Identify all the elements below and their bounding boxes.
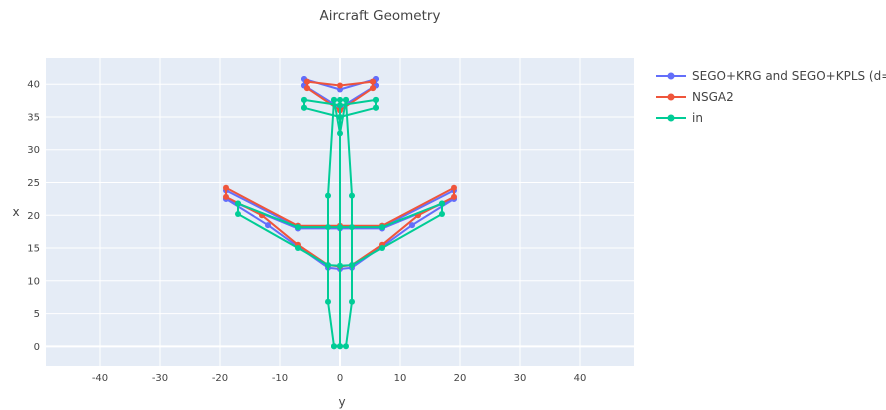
- y-tick-label: 0: [34, 342, 40, 353]
- data-point: [370, 78, 376, 85]
- data-point: [304, 85, 310, 92]
- y-axis-title: x: [12, 205, 19, 219]
- legend-item[interactable]: NSGA2: [656, 90, 734, 104]
- legend-label: NSGA2: [692, 90, 734, 104]
- data-point: [337, 262, 343, 269]
- data-point: [301, 104, 307, 111]
- data-point: [337, 114, 343, 120]
- data-point: [343, 96, 349, 103]
- data-point: [337, 224, 343, 231]
- data-point: [325, 262, 331, 269]
- legend[interactable]: SEGO+KRG and SEGO+KPLS (d=4) NSGA2 in: [656, 69, 886, 125]
- x-tick-label: -20: [212, 373, 228, 384]
- data-traces: [223, 76, 457, 350]
- y-tick-label: 25: [27, 178, 40, 189]
- data-point: [343, 343, 349, 350]
- data-point: [331, 96, 337, 103]
- x-axis-title: y: [338, 395, 345, 409]
- data-point: [451, 193, 457, 200]
- data-point: [337, 343, 343, 350]
- data-point: [235, 200, 241, 207]
- data-point: [337, 102, 343, 109]
- y-tick-label: 20: [27, 211, 40, 222]
- data-point: [325, 298, 331, 305]
- data-point: [409, 222, 415, 229]
- data-point: [370, 85, 376, 92]
- y-tick-label: 5: [34, 309, 40, 320]
- legend-label: in: [692, 111, 703, 125]
- x-axis-ticks: -40 -30 -20 -10 0 10 20 30 40: [92, 373, 587, 384]
- legend-marker: [667, 93, 675, 101]
- y-tick-label: 40: [27, 80, 40, 91]
- y-tick-label: 15: [27, 244, 40, 255]
- legend-label: SEGO+KRG and SEGO+KPLS (d=4): [692, 69, 886, 83]
- y-axis-ticks: 0 5 10 15 20 25 30 35 40: [27, 80, 40, 353]
- x-tick-label: 30: [514, 373, 527, 384]
- x-tick-label: -30: [152, 373, 168, 384]
- legend-marker: [667, 72, 675, 80]
- x-tick-label: 0: [337, 373, 343, 384]
- data-point: [379, 245, 385, 251]
- data-point: [349, 262, 355, 269]
- data-point: [451, 184, 457, 191]
- chart-title: Aircraft Geometry: [320, 8, 441, 24]
- legend-item[interactable]: SEGO+KRG and SEGO+KPLS (d=4): [656, 69, 886, 83]
- data-point: [349, 224, 355, 231]
- data-point: [304, 78, 310, 85]
- series-2: [235, 96, 445, 350]
- data-point: [337, 82, 343, 89]
- y-tick-label: 10: [27, 276, 40, 287]
- data-point: [295, 224, 301, 231]
- data-point: [301, 96, 307, 103]
- x-tick-label: -40: [92, 373, 108, 384]
- data-point: [235, 211, 241, 217]
- data-point: [325, 224, 331, 231]
- data-point: [265, 222, 271, 229]
- data-point: [331, 343, 337, 350]
- data-point: [325, 192, 331, 199]
- data-point: [373, 104, 379, 111]
- data-point: [373, 96, 379, 103]
- x-tick-label: 40: [574, 373, 587, 384]
- y-tick-label: 35: [27, 112, 40, 123]
- x-tick-label: -10: [272, 373, 288, 384]
- x-tick-label: 20: [454, 373, 467, 384]
- legend-item[interactable]: in: [656, 111, 703, 125]
- data-point: [349, 192, 355, 199]
- data-point: [223, 193, 229, 200]
- legend-marker: [667, 114, 675, 122]
- data-point: [439, 211, 445, 217]
- x-tick-label: 10: [394, 373, 407, 384]
- data-point: [439, 200, 445, 207]
- data-point: [295, 245, 301, 251]
- data-point: [349, 298, 355, 305]
- y-tick-label: 30: [27, 145, 40, 156]
- data-point: [223, 184, 229, 191]
- data-point: [379, 224, 385, 231]
